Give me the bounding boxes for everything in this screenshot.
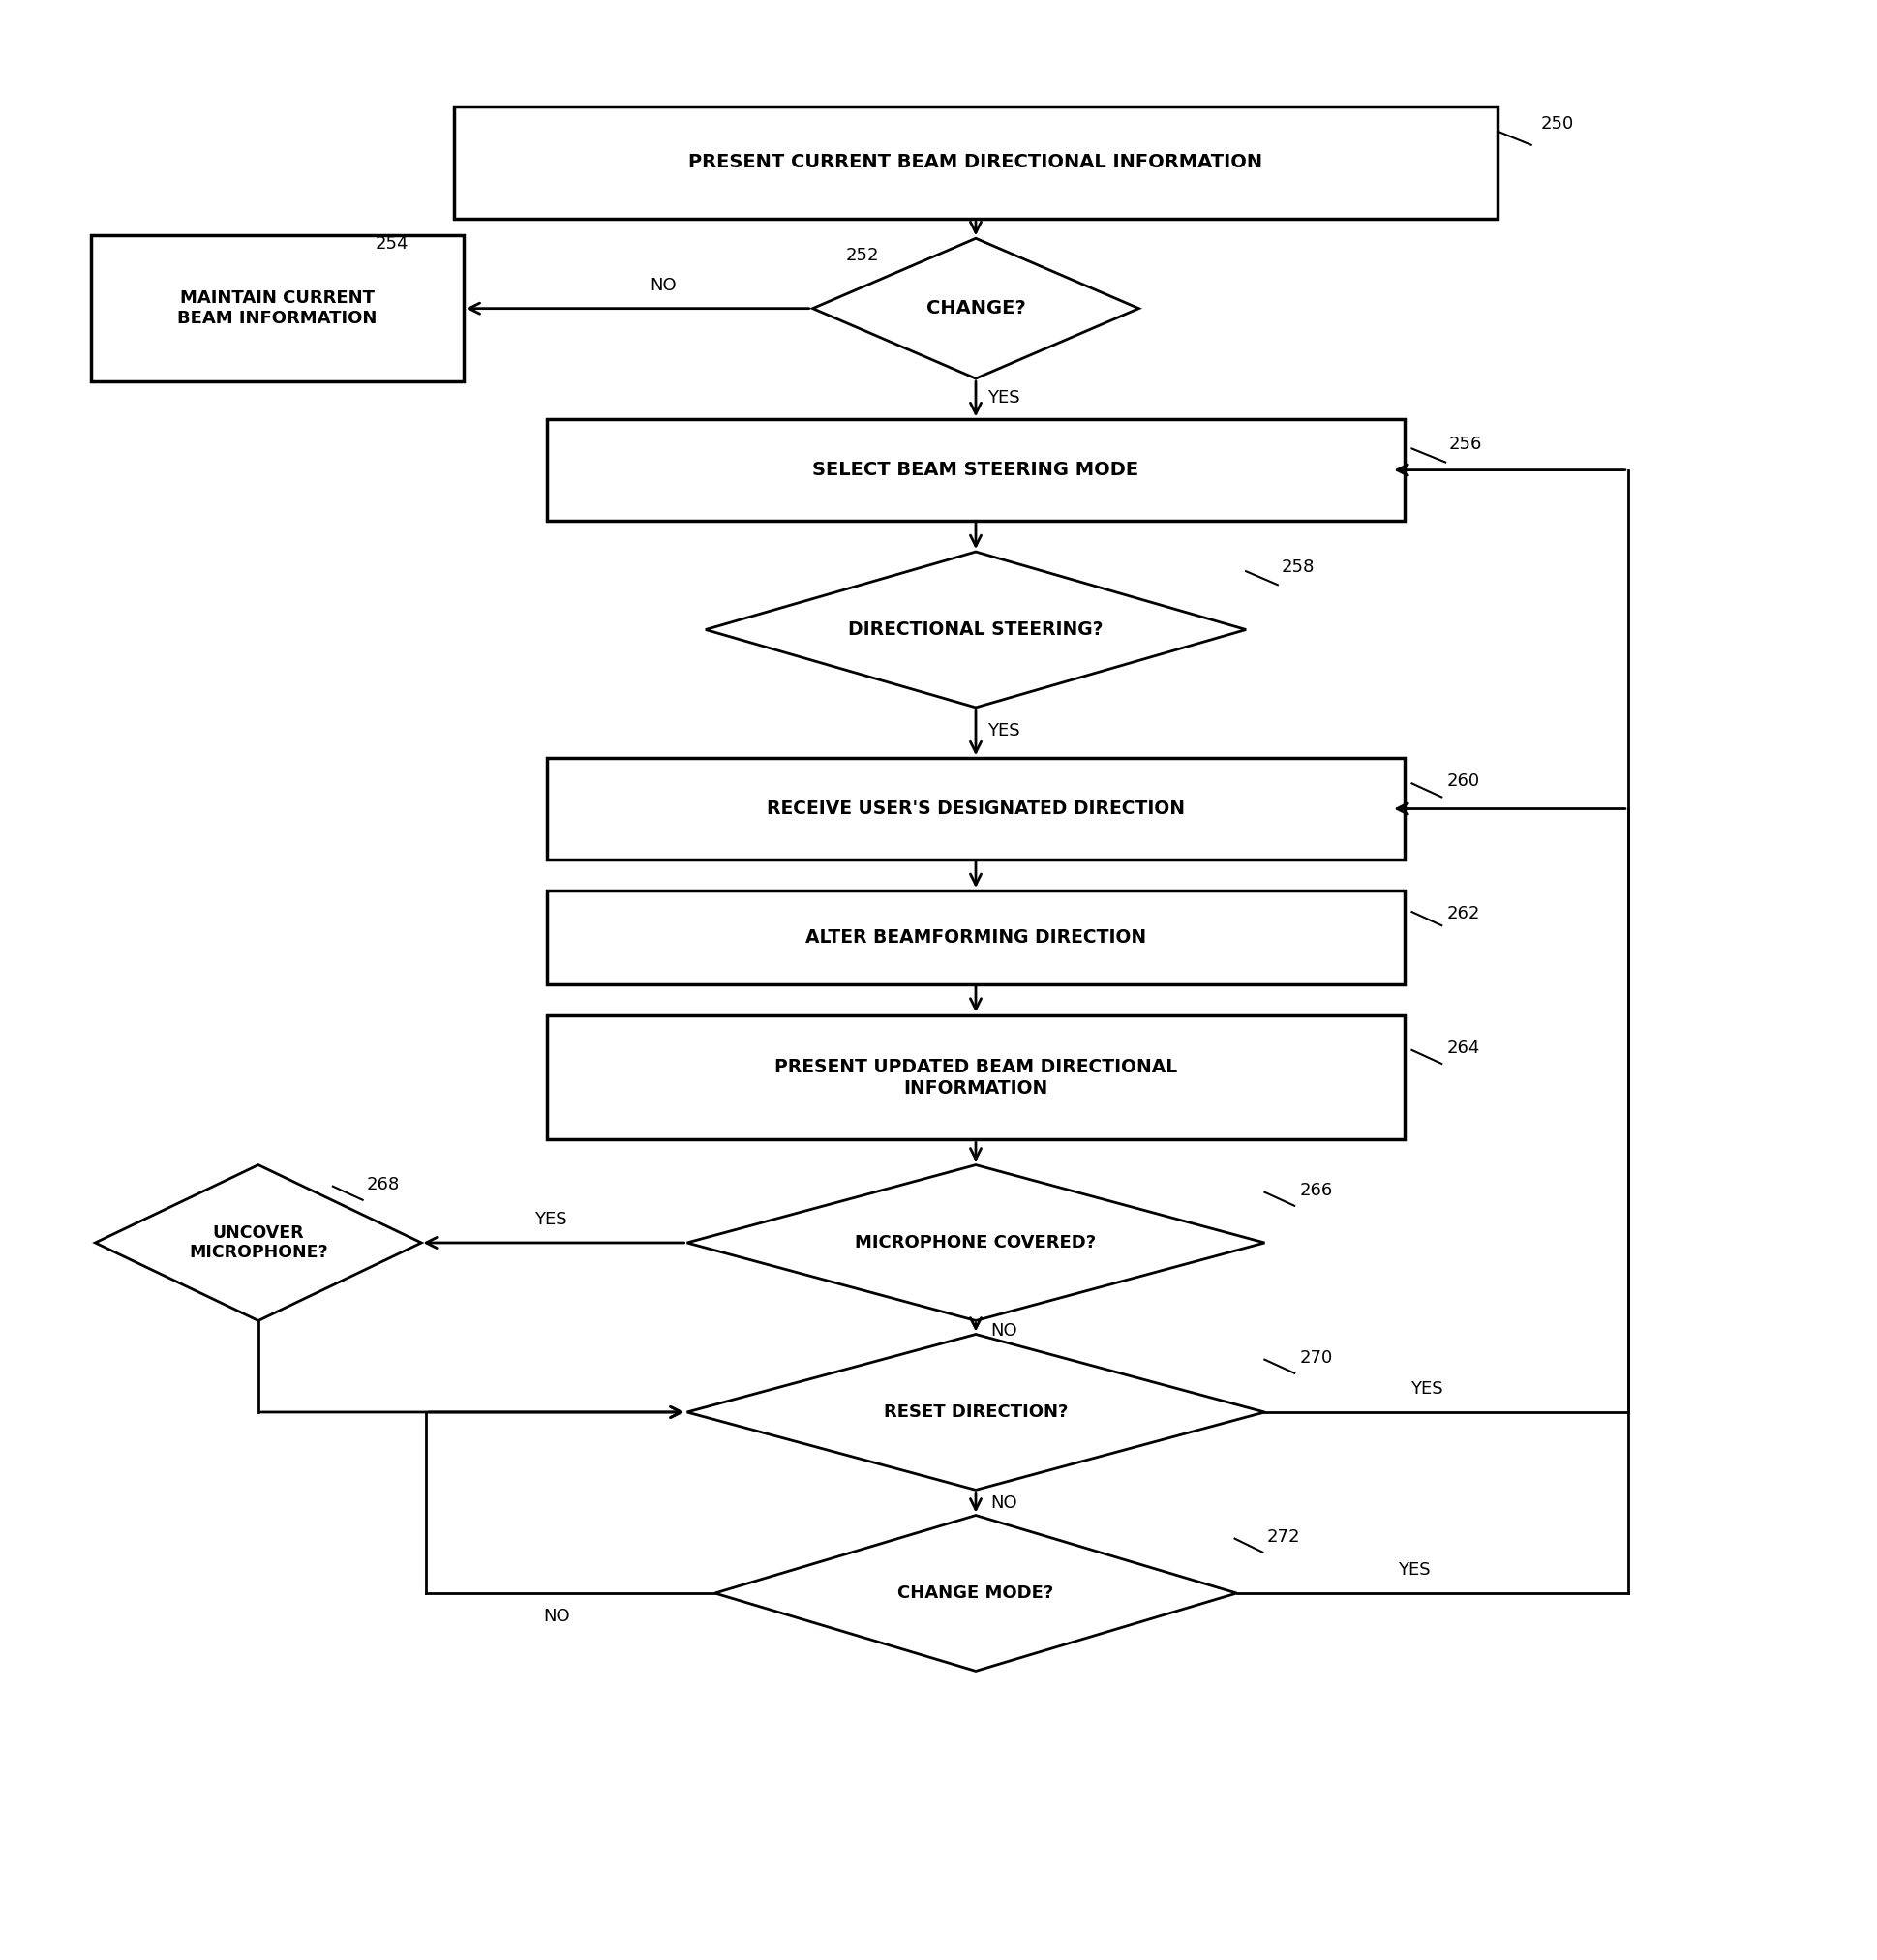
Text: 266: 266 [1301,1182,1333,1200]
Bar [90,235,464,382]
Text: 256: 256 [1449,435,1483,453]
Text: SELECT BEAM STEERING MODE: SELECT BEAM STEERING MODE [813,461,1139,478]
Text: PRESENT CURRENT BEAM DIRECTIONAL INFORMATION: PRESENT CURRENT BEAM DIRECTIONAL INFORMA… [689,153,1263,172]
Text: YES: YES [987,390,1019,406]
Text: DIRECTIONAL STEERING?: DIRECTIONAL STEERING? [848,621,1104,639]
Text: MAINTAIN CURRENT
BEAM INFORMATION: MAINTAIN CURRENT BEAM INFORMATION [176,290,377,327]
Text: YES: YES [535,1211,567,1229]
Text: YES: YES [1398,1560,1430,1578]
Text: 262: 262 [1447,906,1481,923]
Text: NO: NO [991,1321,1017,1339]
Text: 272: 272 [1267,1529,1301,1544]
Polygon shape [687,1335,1265,1490]
Polygon shape [687,1164,1265,1321]
Text: 260: 260 [1447,772,1481,790]
Text: UNCOVER
MICROPHONE?: UNCOVER MICROPHONE? [190,1223,328,1262]
Text: 270: 270 [1301,1348,1333,1366]
Text: YES: YES [1410,1380,1443,1397]
Text: RESET DIRECTION?: RESET DIRECTION? [884,1403,1068,1421]
Text: ALTER BEAMFORMING DIRECTION: ALTER BEAMFORMING DIRECTION [805,927,1147,947]
Text: PRESENT UPDATED BEAM DIRECTIONAL
INFORMATION: PRESENT UPDATED BEAM DIRECTIONAL INFORMA… [775,1058,1177,1098]
Bar [548,1015,1404,1139]
Text: 268: 268 [366,1176,400,1194]
Text: 264: 264 [1447,1039,1481,1056]
Text: CHANGE MODE?: CHANGE MODE? [897,1584,1053,1601]
Text: 250: 250 [1541,116,1573,131]
Text: RECEIVE USER'S DESIGNATED DIRECTION: RECEIVE USER'S DESIGNATED DIRECTION [766,800,1184,817]
Polygon shape [96,1164,420,1321]
Bar [454,106,1498,220]
Text: 252: 252 [845,247,878,265]
Polygon shape [813,239,1139,378]
Bar [548,419,1404,521]
Text: NO: NO [991,1495,1017,1513]
Polygon shape [715,1515,1237,1672]
Text: YES: YES [987,721,1019,739]
Text: NO: NO [542,1607,571,1625]
Polygon shape [706,553,1246,708]
Text: 254: 254 [375,235,409,253]
Bar [548,890,1404,984]
Text: MICROPHONE COVERED?: MICROPHONE COVERED? [856,1235,1096,1252]
Bar [548,759,1404,858]
Text: CHANGE?: CHANGE? [925,300,1025,318]
Text: 258: 258 [1282,559,1314,576]
Text: NO: NO [649,276,676,294]
